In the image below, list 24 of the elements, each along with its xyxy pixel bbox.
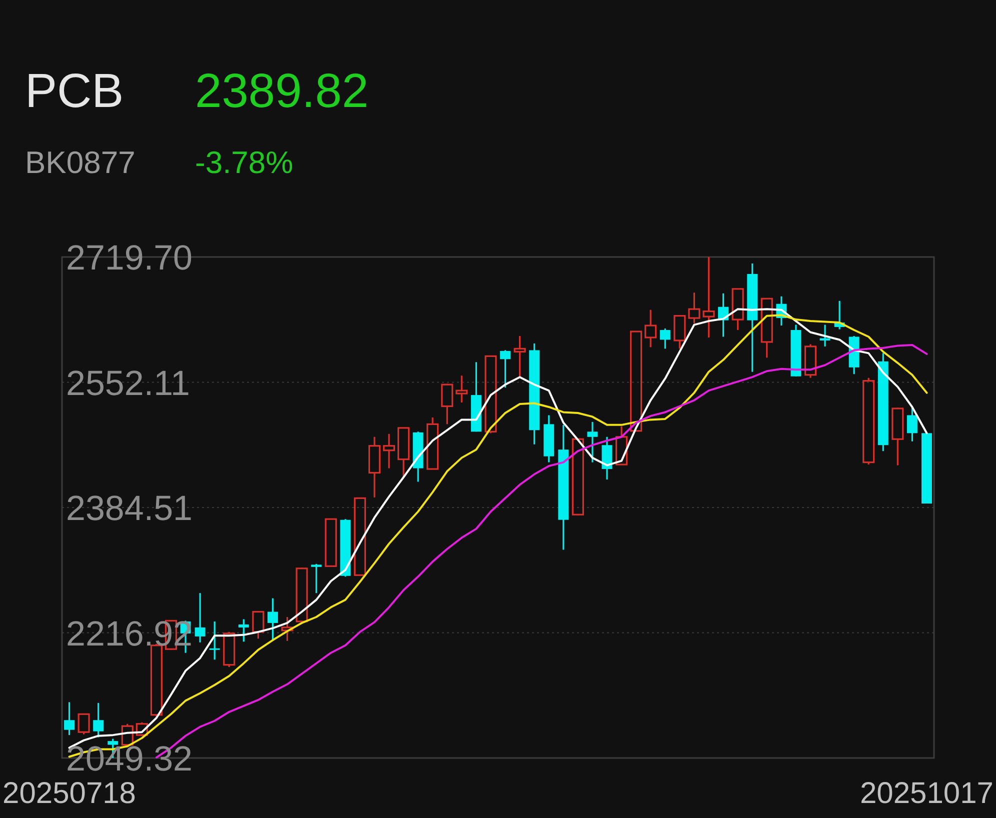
candlestick (311, 563, 322, 594)
candlestick (194, 592, 206, 644)
x-tick-label: 20251017 (860, 777, 994, 810)
candlestick (514, 335, 526, 378)
x-tick-label: 20250718 (2, 777, 136, 810)
y-tick-label: 2049.32 (66, 740, 193, 779)
y-tick-label: 2719.70 (66, 238, 193, 278)
candlestick (820, 324, 830, 348)
candlestick (382, 433, 396, 470)
candlestick (587, 421, 598, 464)
candlestick (702, 256, 715, 338)
candlestick (660, 328, 670, 350)
candlestick (644, 309, 657, 348)
y-tick-label: 2552.11 (66, 364, 190, 403)
candlestick (281, 616, 294, 642)
candlestick (368, 436, 380, 498)
chart-title: PCB (25, 65, 124, 118)
candlestick (238, 618, 249, 642)
chart-subtitle: BK0877 (25, 145, 136, 180)
text: -3.78% (195, 145, 294, 180)
candlestick (93, 702, 104, 738)
text: 2389.82 (195, 65, 369, 118)
y-tick-label: 2384.51 (66, 489, 193, 528)
candlestick (209, 620, 220, 660)
